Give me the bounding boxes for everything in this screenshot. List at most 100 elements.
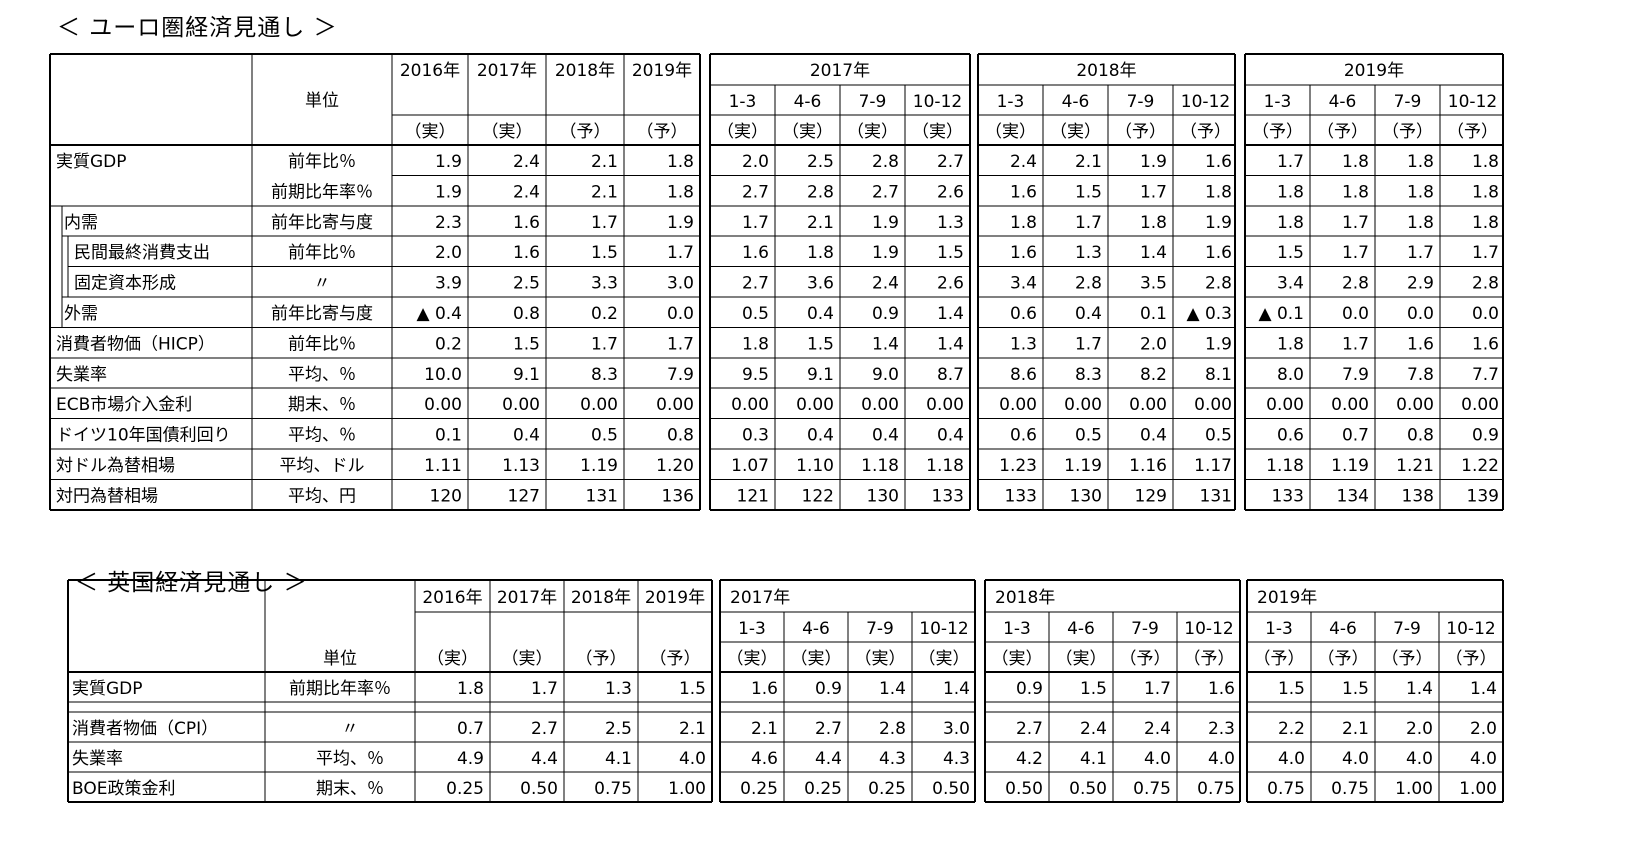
quarter-header: 10-12 [1448,92,1497,112]
year-header: 2016年 [400,61,460,81]
table-cell-value: 1.8 [1472,182,1499,202]
row-unit: 平均、円 [288,486,356,506]
table-cell-value: 1.18 [861,456,899,476]
table-cell-value: 1.9 [435,182,462,202]
quarter-status: （実） [847,122,898,142]
table-cell-value: 1.6 [742,243,769,263]
table-cell-value: 0.75 [1267,779,1305,799]
quarter-status: （実） [1050,122,1101,142]
table-cell-value: 1.5 [937,243,964,263]
table-cell-value: 1.23 [999,456,1037,476]
quarter-status: （予） [1318,649,1369,669]
table-cell-value: 0.8 [667,426,694,446]
quarter-header: 1-3 [1264,92,1292,112]
year-header: 2016年 [422,588,482,608]
table-cell-value: 120 [430,486,462,506]
quarter-status: （予） [1446,649,1497,669]
quarter-status: （予） [1252,122,1303,142]
year-header: 2018年 [555,61,615,81]
row-unit: 平均、ドル [280,456,365,476]
row-label: 内需 [64,213,98,233]
table-cell-value: 133 [1005,486,1037,506]
table-cell-value: 1.7 [1140,182,1167,202]
table-cell-value: 1.8 [1342,182,1369,202]
row-unit: 〃 [342,719,359,739]
table-cell-value: 1.17 [1194,456,1232,476]
table-cell-value: 0.9 [1016,679,1043,699]
table-cell-value: 0.25 [868,779,906,799]
table-cell-value: 3.4 [1277,274,1304,294]
table-cell-value: 0.4 [937,426,964,446]
quarter-status: （予） [1317,122,1368,142]
table-cell-value: 1.3 [1010,334,1037,354]
table-cell-value: 1.7 [1342,213,1369,233]
quarter-status: （予） [1184,649,1235,669]
row-unit: 〃 [314,274,331,294]
table-cell-value: 2.9 [1407,274,1434,294]
table-cell-value: 122 [802,486,834,506]
table-cell-value: 0.9 [872,304,899,324]
quarter-header: 4-6 [802,619,830,639]
quarter-header: 7-9 [1393,619,1421,639]
table-cell-value: 1.8 [1277,182,1304,202]
table-cell-value: 7.9 [667,365,694,385]
table-cell-value: 1.5 [591,243,618,263]
table-cell-value: 1.8 [807,243,834,263]
row-label: 消費者物価（HICP） [56,334,215,354]
quarter-group-header: 2019年 [1257,588,1317,608]
row-unit: 平均、％ [288,426,356,446]
table-cell-value: 8.1 [1205,365,1232,385]
table-cell-value: 0.25 [804,779,842,799]
table-cell-value: 1.8 [667,182,694,202]
table-cell-value: 1.8 [1472,152,1499,172]
table-cell-value: 9.1 [513,365,540,385]
table-cell-value: 1.19 [1064,456,1102,476]
quarter-status: （実） [855,649,906,669]
table-cell-value: 1.20 [656,456,694,476]
table-cell-value: 4.0 [1278,749,1305,769]
table-cell-value: 0.6 [1010,426,1037,446]
table-cell-value: 0.75 [594,779,632,799]
table-cell-value: 2.7 [742,274,769,294]
table-cell-value: 0.00 [999,395,1037,415]
row-unit: 平均、％ [316,749,384,769]
quarter-header: 7-9 [1394,92,1422,112]
table-cell-value: 1.7 [1342,334,1369,354]
table-cell-value: 2.7 [531,719,558,739]
row-unit: 平均、％ [288,365,356,385]
table-cell-value: 2.5 [807,152,834,172]
row-unit: 期末、％ [288,395,356,415]
table-cell-value: 1.11 [424,456,462,476]
table-cell-value: ▲ 0.3 [1186,304,1232,324]
quarter-status: （実） [919,649,970,669]
row-label: 対円為替相場 [56,486,158,506]
table-cell-value: 2.4 [513,152,540,172]
quarter-status: （実） [782,122,833,142]
quarter-header: 1-3 [997,92,1025,112]
table-cell-value: 1.18 [1266,456,1304,476]
table-cell-value: 0.1 [1140,304,1167,324]
table-cell-value: 1.7 [591,334,618,354]
table-cell-value: 1.9 [1140,152,1167,172]
row-label: 固定資本形成 [74,274,176,294]
quarter-header: 4-6 [1062,92,1090,112]
quarter-group-header: 2018年 [995,588,1055,608]
table-cell-value: 4.3 [943,749,970,769]
table-cell-value: 0.00 [1331,395,1369,415]
table-cell-value: 2.0 [742,152,769,172]
table-cell-value: 1.7 [742,213,769,233]
table-cell-value: 1.4 [879,679,906,699]
table-cell-value: 1.7 [1342,243,1369,263]
table-cell-value: 1.4 [1470,679,1497,699]
quarter-header: 10-12 [1181,92,1230,112]
table-cell-value: 2.7 [742,182,769,202]
table-cell-value: 8.3 [1075,365,1102,385]
table-cell-value: 2.5 [605,719,632,739]
table-cell-value: 3.9 [435,274,462,294]
table-cell-value: 3.5 [1140,274,1167,294]
table-cell-value: 0.00 [502,395,540,415]
table-cell-value: 1.6 [513,243,540,263]
table-cell-value: 4.0 [679,749,706,769]
quarter-status: （予） [1180,122,1231,142]
table-cell-value: 9.5 [742,365,769,385]
